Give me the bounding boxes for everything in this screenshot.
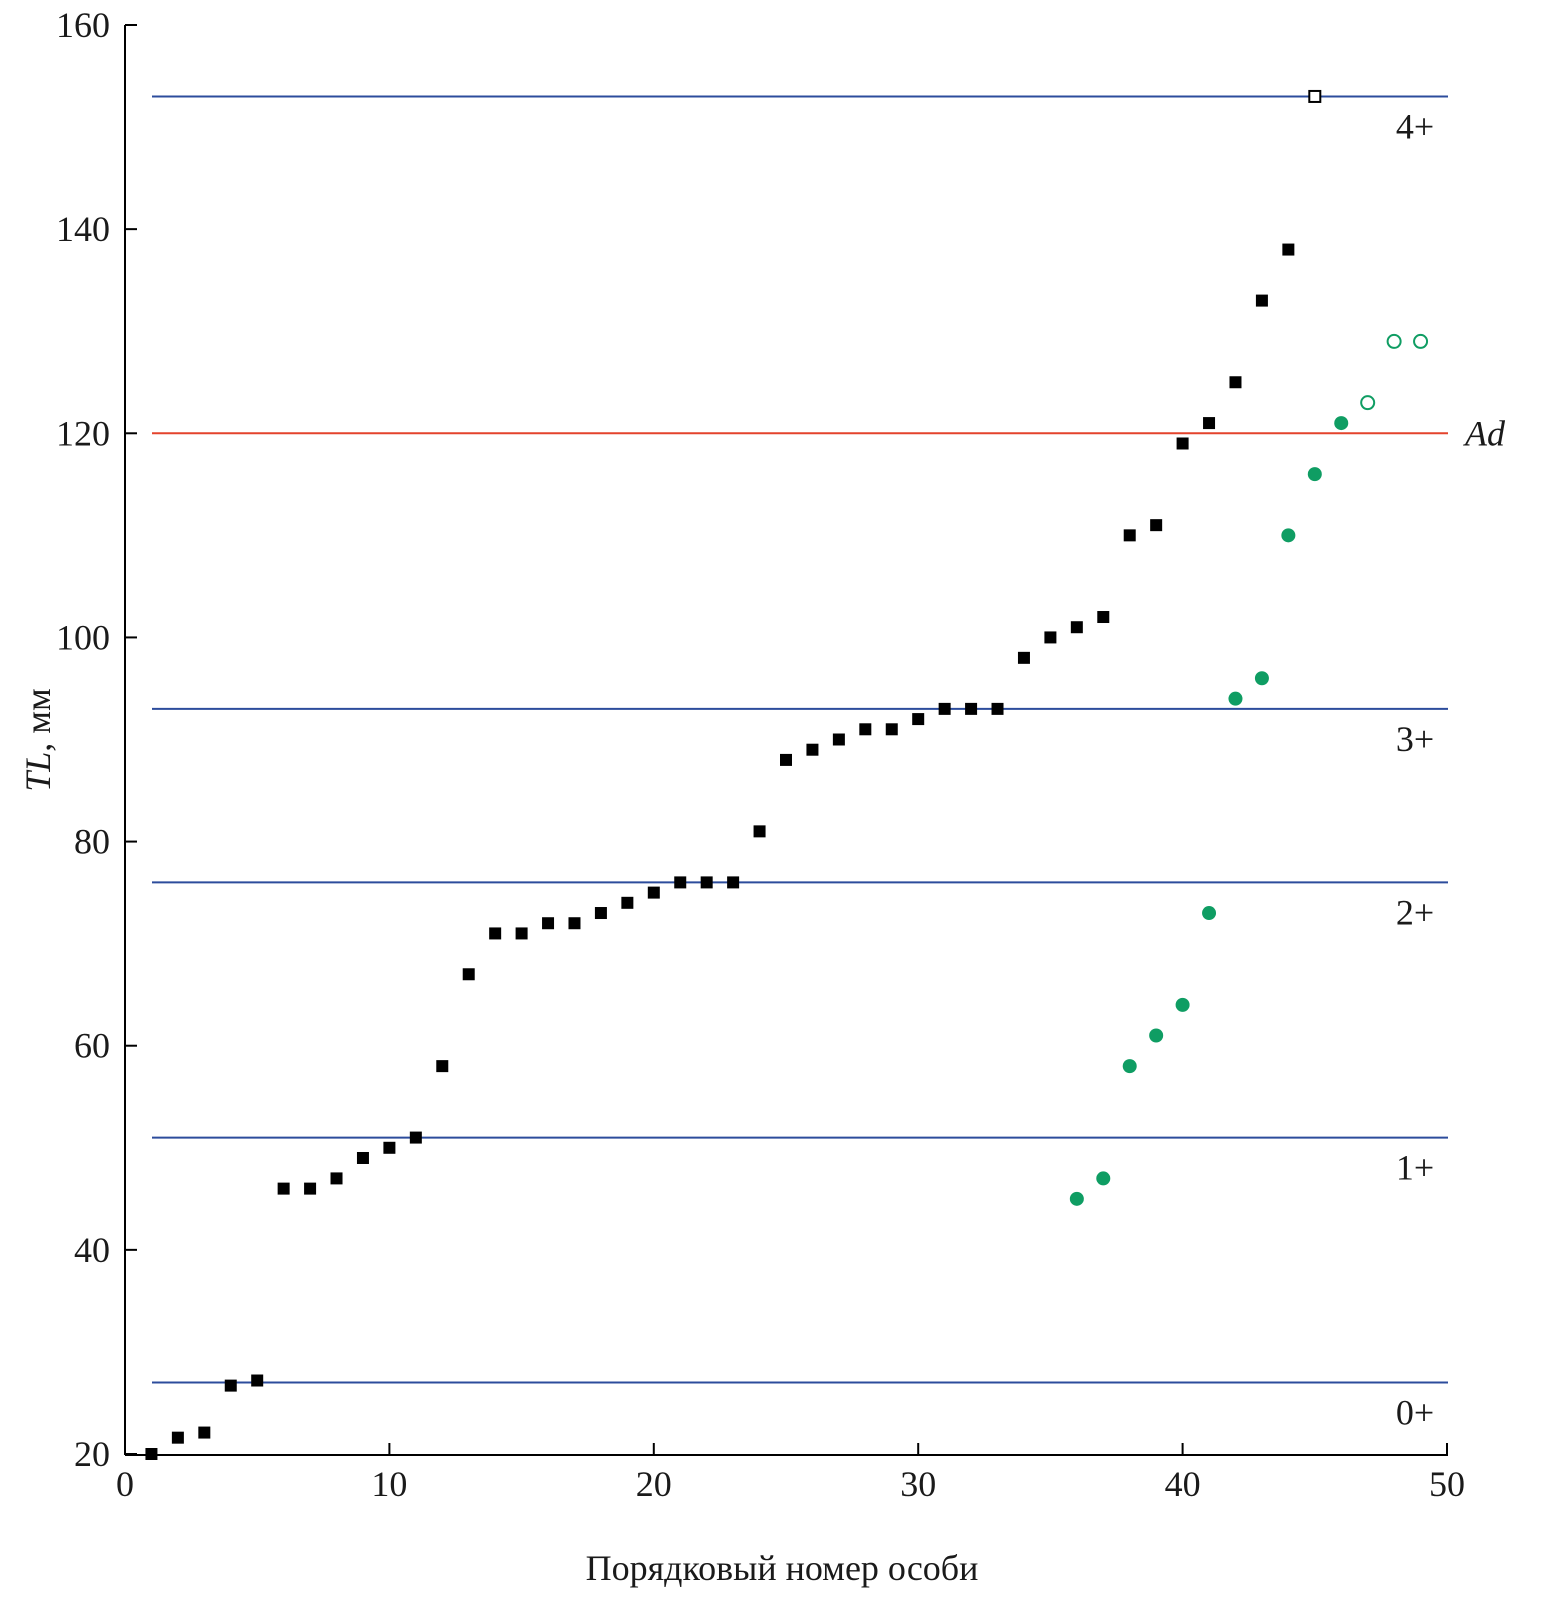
data-point-square: [1176, 437, 1189, 450]
data-point-square: [1150, 519, 1163, 532]
data-point-circle: [1254, 671, 1269, 686]
reference-line-label: 1+: [1396, 1148, 1434, 1188]
y-tick-label: 120: [56, 413, 110, 453]
x-tick-label: 40: [1165, 1464, 1201, 1504]
reference-line-label: 0+: [1396, 1393, 1434, 1433]
reference-lines: 4+ Ad 3+ 2+ 1+ 0+: [152, 95, 1506, 1433]
data-point-square: [145, 1448, 158, 1460]
y-tick-label: 160: [56, 5, 110, 45]
data-point-square: [832, 733, 845, 746]
data-point-circle: [1069, 1191, 1084, 1206]
data-point-square: [462, 968, 475, 981]
data-point-square: [251, 1374, 264, 1387]
data-point-square: [938, 702, 951, 715]
data-point-square: [1070, 621, 1083, 634]
axes: [124, 25, 1448, 1456]
y-axis-label-unit: , мм: [18, 688, 58, 752]
data-point-square: [1282, 243, 1295, 256]
data-point-square: [753, 825, 766, 838]
data-point-circle: [1202, 906, 1217, 921]
data-point-square: [356, 1151, 369, 1164]
data-point-square: [277, 1182, 290, 1195]
data-point-square: [436, 1060, 449, 1073]
data-point-square: [647, 886, 660, 899]
data-point-square: [383, 1141, 396, 1154]
x-tick-label: 0: [116, 1464, 134, 1504]
data-point-square: [1097, 611, 1110, 624]
data-point-square: [1229, 376, 1242, 389]
data-point-circle: [1149, 1028, 1164, 1043]
data-point-square: [330, 1172, 343, 1185]
y-axis-label: TL, мм: [18, 688, 58, 792]
x-tick-label: 10: [371, 1464, 407, 1504]
data-point-square: [912, 713, 925, 726]
data-point-circle: [1228, 691, 1243, 706]
y-tick-label: 140: [56, 209, 110, 249]
data-point-square: [304, 1182, 317, 1195]
data-point-square: [1203, 417, 1216, 430]
data-point-square: [674, 876, 687, 889]
y-tick-label: 60: [74, 1026, 110, 1066]
data-point-square: [621, 896, 634, 909]
data-point-circle: [1122, 1059, 1137, 1074]
data-point-circle: [1175, 997, 1190, 1012]
reference-line-label: 4+: [1396, 106, 1434, 146]
data-point-circle: [1096, 1171, 1111, 1186]
y-tick-label: 40: [74, 1230, 110, 1270]
data-point-square: [885, 723, 898, 736]
data-point-square: [594, 907, 607, 920]
data-point-square: [515, 927, 528, 940]
data-point-square: [1044, 631, 1057, 644]
data-point-open-circle: [1360, 395, 1376, 411]
x-tick-label: 30: [900, 1464, 936, 1504]
y-tick-label: 80: [74, 822, 110, 862]
data-point-square: [965, 702, 978, 715]
data-point-square: [542, 917, 555, 930]
data-point-square: [700, 876, 713, 889]
y-axis-label-symbol: TL: [18, 752, 58, 792]
data-point-square: [198, 1426, 211, 1439]
reference-line-label: 3+: [1396, 719, 1434, 759]
data-point-square: [780, 753, 792, 766]
data-point-square: [1017, 651, 1030, 664]
x-tick-label: 20: [636, 1464, 672, 1504]
data-points: [145, 89, 1429, 1460]
data-point-open-circle: [1413, 333, 1429, 349]
data-point-square: [806, 743, 819, 756]
x-tick-label: 50: [1429, 1464, 1465, 1504]
y-tick-label: 100: [56, 617, 110, 657]
data-point-square: [1123, 529, 1136, 542]
data-point-square: [727, 876, 740, 889]
data-point-square: [171, 1431, 184, 1444]
y-tick-label: 20: [74, 1434, 110, 1474]
ticks: 0 10 20 30 40 50 20 40 60 80 100 120 140 160: [56, 5, 1465, 1504]
data-point-square: [224, 1379, 237, 1392]
data-point-square: [409, 1131, 422, 1144]
data-point-square: [1255, 294, 1268, 307]
data-point-circle: [1281, 528, 1296, 543]
data-point-square: [489, 927, 502, 940]
data-point-square: [859, 723, 872, 736]
data-point-circle: [1334, 416, 1349, 431]
reference-line-label: Ad: [1463, 413, 1506, 453]
data-point-circle: [1307, 467, 1322, 482]
data-point-open-circle: [1386, 333, 1402, 349]
data-point-square: [991, 702, 1004, 715]
data-point-open-square: [1308, 89, 1322, 103]
reference-line-label: 2+: [1396, 892, 1434, 932]
data-point-square: [568, 917, 581, 930]
x-axis-label: Порядковый номер особи: [586, 1548, 979, 1588]
